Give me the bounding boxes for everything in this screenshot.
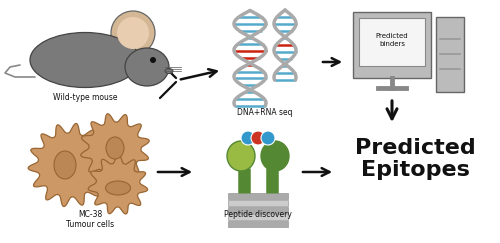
Ellipse shape [125,48,169,86]
FancyBboxPatch shape [359,18,425,66]
Text: Peptide discovery: Peptide discovery [224,210,292,219]
FancyBboxPatch shape [436,17,464,92]
Text: MC-38
Tumour cells: MC-38 Tumour cells [66,210,114,229]
FancyBboxPatch shape [228,207,288,213]
Circle shape [150,57,156,63]
Ellipse shape [165,69,173,73]
Ellipse shape [54,151,76,179]
Text: Wild-type mouse: Wild-type mouse [53,93,117,102]
Polygon shape [88,155,148,214]
Ellipse shape [106,181,130,195]
FancyBboxPatch shape [228,193,288,199]
FancyBboxPatch shape [228,214,288,220]
Circle shape [261,131,275,145]
Ellipse shape [106,137,124,159]
FancyBboxPatch shape [353,12,431,78]
Ellipse shape [30,33,140,87]
Ellipse shape [227,141,255,171]
Text: Predicted
binders: Predicted binders [376,34,408,46]
Text: DNA+RNA seq: DNA+RNA seq [238,108,293,117]
Circle shape [251,131,265,145]
Polygon shape [81,114,149,182]
Polygon shape [28,123,112,207]
Circle shape [241,131,255,145]
Circle shape [111,11,155,55]
Circle shape [117,17,149,49]
Text: Predicted
Epitopes: Predicted Epitopes [354,138,476,180]
FancyBboxPatch shape [228,221,288,227]
Ellipse shape [261,141,289,171]
FancyBboxPatch shape [228,200,288,206]
